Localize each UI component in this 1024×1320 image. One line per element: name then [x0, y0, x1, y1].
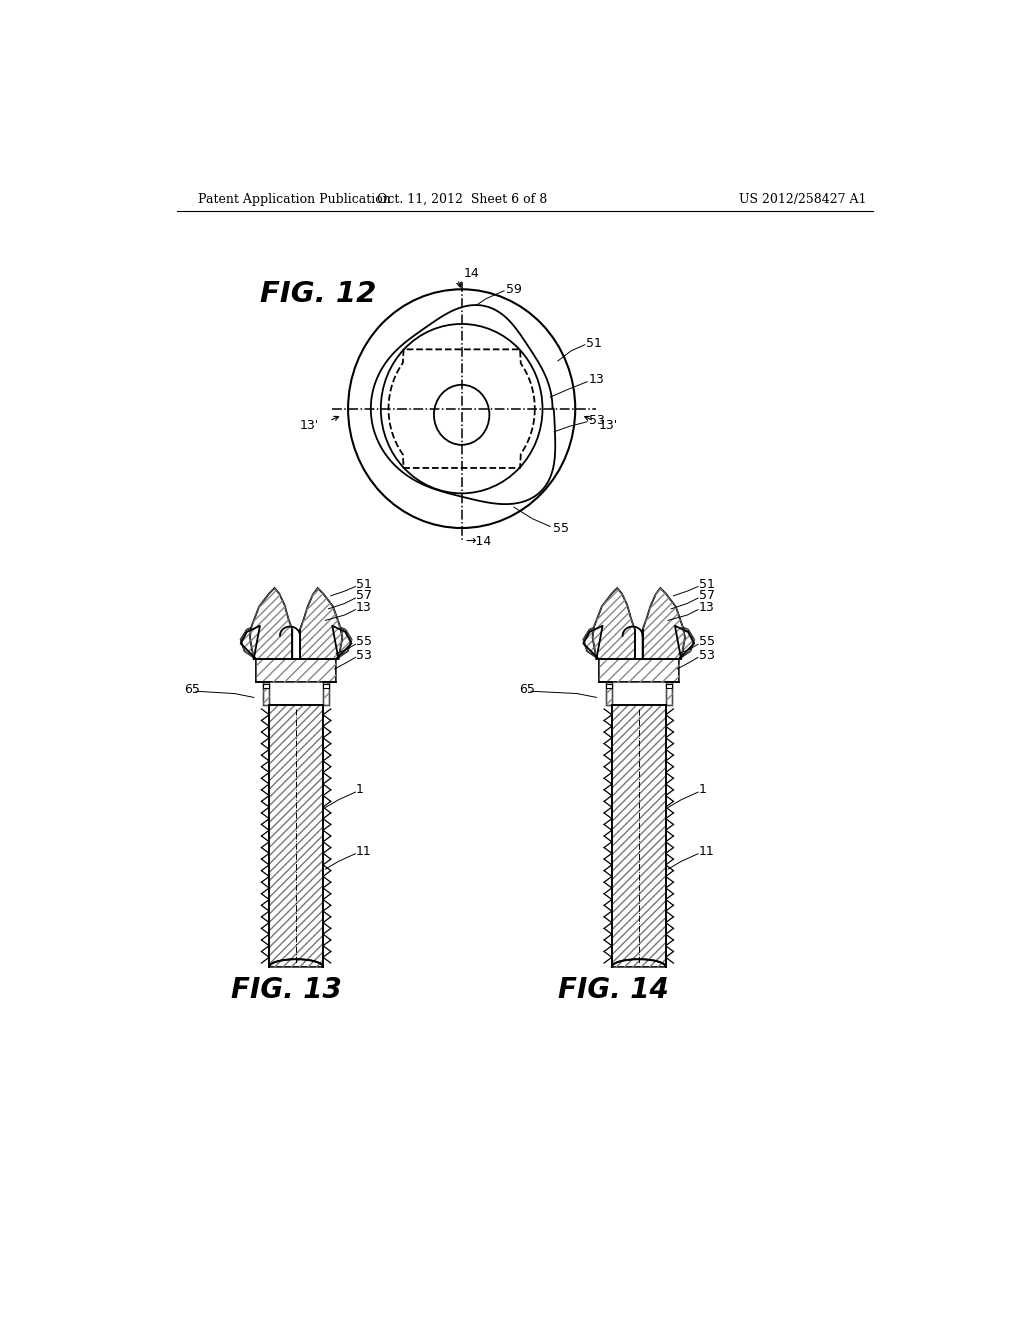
Bar [611, 705, 666, 966]
Text: FIG. 13: FIG. 13 [230, 975, 341, 1003]
Text: 51: 51 [587, 337, 602, 350]
Bar [666, 684, 672, 688]
Bar [263, 682, 269, 705]
Text: 11: 11 [698, 845, 715, 858]
Text: FIG. 14: FIG. 14 [558, 975, 669, 1003]
Bar [605, 682, 611, 705]
Bar [256, 659, 336, 682]
Text: →14: →14 [466, 535, 492, 548]
Polygon shape [241, 624, 280, 659]
Bar [666, 682, 672, 705]
Text: 1: 1 [698, 783, 707, 796]
Polygon shape [584, 624, 622, 659]
Bar [269, 705, 323, 966]
Text: 55: 55 [553, 521, 568, 535]
Bar [605, 682, 611, 705]
Text: 13': 13' [300, 418, 319, 432]
Text: 13': 13' [599, 418, 617, 432]
Text: 59: 59 [506, 282, 522, 296]
Text: 1: 1 [356, 783, 365, 796]
Polygon shape [313, 624, 351, 659]
Polygon shape [655, 624, 694, 659]
Polygon shape [300, 589, 342, 659]
Bar [666, 682, 672, 705]
Text: Patent Application Publication: Patent Application Publication [199, 193, 391, 206]
Text: 53: 53 [589, 413, 604, 426]
Text: 14: 14 [463, 268, 479, 280]
Polygon shape [593, 589, 635, 659]
Bar [263, 682, 269, 705]
Bar [605, 684, 611, 688]
Bar [256, 659, 336, 682]
Text: 13: 13 [589, 372, 604, 385]
Text: 51: 51 [356, 578, 372, 591]
Text: 55: 55 [698, 635, 715, 648]
Text: 51: 51 [698, 578, 715, 591]
Polygon shape [643, 589, 685, 659]
Bar [263, 684, 269, 688]
Bar [599, 659, 679, 682]
Bar [323, 682, 330, 705]
Text: 65: 65 [519, 684, 536, 696]
Bar [611, 705, 666, 966]
Bar [323, 684, 330, 688]
Text: 53: 53 [356, 648, 372, 661]
Text: Oct. 11, 2012  Sheet 6 of 8: Oct. 11, 2012 Sheet 6 of 8 [377, 193, 547, 206]
Bar [599, 659, 679, 682]
Text: 13: 13 [356, 601, 372, 614]
Bar [323, 682, 330, 705]
Text: 11: 11 [356, 845, 372, 858]
Text: 57: 57 [356, 589, 372, 602]
Text: 13: 13 [698, 601, 715, 614]
Polygon shape [250, 589, 292, 659]
Text: FIG. 12: FIG. 12 [260, 280, 376, 309]
Text: 65: 65 [184, 684, 201, 696]
Text: 53: 53 [698, 648, 715, 661]
Text: 57: 57 [698, 589, 715, 602]
Bar [269, 705, 323, 966]
Text: 55: 55 [356, 635, 372, 648]
Text: US 2012/258427 A1: US 2012/258427 A1 [739, 193, 866, 206]
